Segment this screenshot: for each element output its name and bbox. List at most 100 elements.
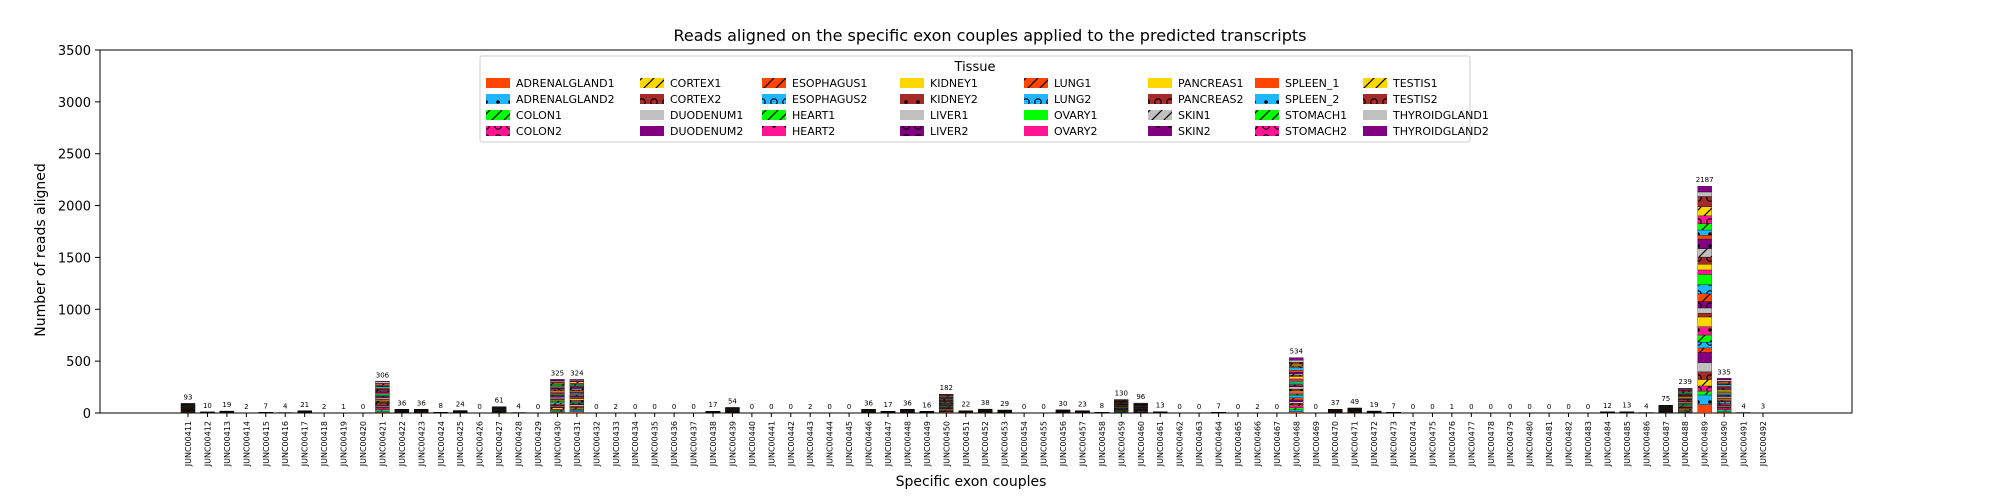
bar-total-label: 0 xyxy=(1430,403,1434,411)
bar-total-label: 7 xyxy=(1391,402,1395,410)
legend-label: ADRENALGLAND1 xyxy=(516,77,615,90)
bar-total-label: 93 xyxy=(184,393,193,401)
legend-swatch xyxy=(1024,110,1048,120)
bar-stack xyxy=(1619,411,1635,414)
bar-stack xyxy=(491,406,507,414)
bar-segment xyxy=(1289,357,1304,361)
bar-total-label: 324 xyxy=(570,369,584,377)
bar-segment xyxy=(550,385,565,388)
bar-stack xyxy=(433,412,448,414)
legend-swatch xyxy=(640,94,664,104)
bar-total-label: 16 xyxy=(922,401,931,409)
y-tick-label: 0 xyxy=(83,407,91,422)
bar-total-label: 2187 xyxy=(1696,176,1714,184)
x-tick-label: JUNC00419 xyxy=(340,421,349,467)
bar-segment xyxy=(1289,364,1304,366)
bar-stack xyxy=(1600,411,1615,414)
bar-segment xyxy=(375,392,390,395)
legend-item: TESTIS2 xyxy=(1363,93,1438,106)
bar-segment xyxy=(1716,410,1732,413)
bar-stack xyxy=(705,411,721,414)
legend-label: SKIN2 xyxy=(1178,125,1211,138)
bar-segment xyxy=(569,382,585,385)
legend-item: TESTIS1 xyxy=(1363,77,1438,90)
bar-stack xyxy=(978,408,993,414)
bar-total-label: 61 xyxy=(495,397,504,405)
legend-swatch xyxy=(1148,94,1172,104)
legend-item: CORTEX2 xyxy=(640,93,721,106)
legend-item: ADRENALGLAND1 xyxy=(486,77,615,90)
bar-segment xyxy=(1289,376,1304,380)
bar-total-label: 0 xyxy=(1041,403,1045,411)
legend-swatch xyxy=(900,126,924,136)
x-tick-label: JUNC00439 xyxy=(728,421,737,467)
bar-stack xyxy=(958,410,973,414)
x-tick-label: JUNC00464 xyxy=(1215,421,1224,467)
x-tick-label: JUNC00433 xyxy=(612,421,621,467)
legend-label: COLON2 xyxy=(516,125,562,138)
bar-stack xyxy=(1153,411,1168,414)
bar-segment xyxy=(1697,341,1712,349)
bar-segment xyxy=(550,379,565,381)
x-tick-label: JUNC00465 xyxy=(1234,421,1243,467)
x-axis-label: Specific exon couples xyxy=(896,474,1047,490)
x-tick-label: JUNC00429 xyxy=(534,421,543,467)
x-tick-label: JUNC00490 xyxy=(1720,421,1729,467)
bar-segment xyxy=(1697,274,1712,285)
bar-stack xyxy=(1658,405,1673,414)
bar-total-label: 4 xyxy=(1741,403,1746,411)
bar-total-label: 7 xyxy=(264,402,268,410)
bar-total-label: 2 xyxy=(322,403,326,411)
bar-segment xyxy=(550,398,565,400)
legend-swatch xyxy=(1255,94,1279,104)
x-tick-label: JUNC00417 xyxy=(301,421,310,467)
legend-label: DUODENUM2 xyxy=(670,125,743,138)
legend-label: KIDNEY1 xyxy=(930,77,978,90)
legend-label: LIVER1 xyxy=(930,109,969,122)
x-tick-label: JUNC00425 xyxy=(456,421,465,467)
legend-label: ESOPHAGUS1 xyxy=(792,77,867,90)
bar-total-label: 12 xyxy=(1603,402,1612,410)
bar-total-label: 23 xyxy=(1078,401,1087,409)
legend-swatch xyxy=(1148,110,1172,120)
bar-segment xyxy=(569,406,585,408)
legend-swatch xyxy=(1255,126,1279,136)
bar-segment xyxy=(1289,390,1304,393)
x-tick-label: JUNC00474 xyxy=(1409,421,1418,467)
bar-segment xyxy=(1289,395,1304,398)
x-tick-label: JUNC00456 xyxy=(1059,421,1068,467)
bar-segment xyxy=(1697,238,1712,249)
bar-segment xyxy=(569,384,585,386)
legend-swatch xyxy=(900,110,924,120)
x-tick-label: JUNC00487 xyxy=(1662,421,1671,467)
bar-segment xyxy=(550,395,565,398)
x-tick-label: JUNC00435 xyxy=(651,421,660,467)
legend-swatch xyxy=(1363,78,1387,88)
legend-label: CORTEX2 xyxy=(670,93,721,106)
x-tick-label: JUNC00451 xyxy=(962,421,971,467)
bar-segment xyxy=(1289,394,1304,396)
bar-segment xyxy=(569,411,585,414)
legend-item: LUNG1 xyxy=(1024,77,1091,90)
bar-total-label: 54 xyxy=(728,397,737,405)
bar-segment xyxy=(550,383,565,386)
bar-stack xyxy=(219,410,235,414)
x-tick-label: JUNC00418 xyxy=(320,421,329,467)
bar-segment xyxy=(1697,269,1712,275)
x-tick-label: JUNC00483 xyxy=(1584,421,1593,467)
bar-segment xyxy=(375,387,390,390)
legend-swatch xyxy=(1024,94,1048,104)
bar-total-label: 19 xyxy=(222,401,231,409)
legend-item: HEART2 xyxy=(762,125,835,138)
bar-segment xyxy=(569,399,585,402)
bar-segment xyxy=(375,410,390,413)
bar-total-label: 0 xyxy=(1411,403,1415,411)
bar-total-label: 36 xyxy=(903,399,912,407)
bar-total-label: 0 xyxy=(1022,403,1026,411)
bar-segment xyxy=(1289,403,1304,405)
bar-total-label: 130 xyxy=(1115,390,1128,398)
x-tick-label: JUNC00462 xyxy=(1176,421,1185,467)
legend-label: SPLEEN_1 xyxy=(1285,77,1339,90)
bar-stack xyxy=(1386,412,1401,414)
bar-segment xyxy=(1697,326,1712,336)
